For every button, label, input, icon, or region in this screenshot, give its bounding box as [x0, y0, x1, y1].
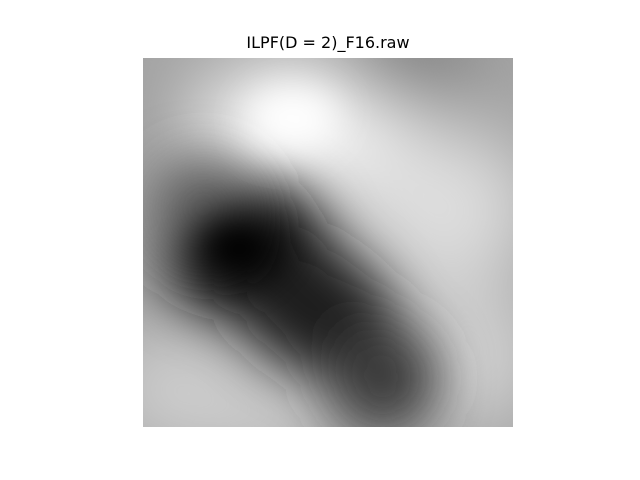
plot-title: ILPF(D = 2)_F16.raw	[246, 33, 410, 52]
filtered-image	[143, 58, 513, 427]
filtered-image-render	[143, 58, 513, 427]
